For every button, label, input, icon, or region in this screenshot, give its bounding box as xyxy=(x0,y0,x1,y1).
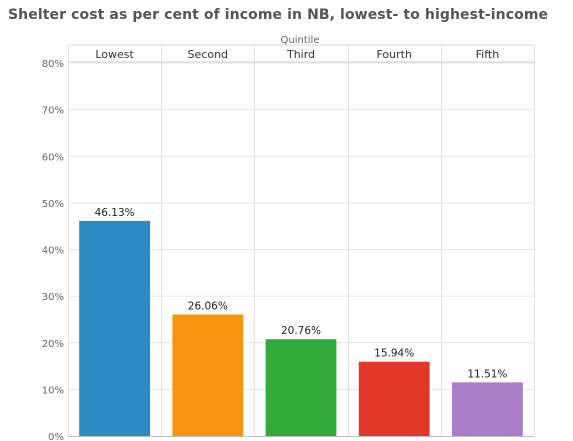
bar-fifth[interactable] xyxy=(451,382,523,436)
chart-title: Shelter cost as per cent of income in NB… xyxy=(8,7,549,23)
y-tick-label: 20% xyxy=(42,339,64,350)
bar-lowest[interactable] xyxy=(79,220,151,436)
y-tick-label: 0% xyxy=(48,432,64,441)
category-label: Fourth xyxy=(376,48,411,61)
y-tick-label: 70% xyxy=(42,106,64,117)
column-header: Quintile xyxy=(281,35,320,46)
y-tick-label: 30% xyxy=(42,292,64,303)
bar-third[interactable] xyxy=(265,339,337,436)
y-tick-label: 10% xyxy=(42,385,64,396)
bar-fourth[interactable] xyxy=(358,361,430,436)
category-label: Fifth xyxy=(476,48,500,61)
bar-second[interactable] xyxy=(172,314,244,436)
category-label: Third xyxy=(286,48,315,61)
category-label: Second xyxy=(188,48,228,61)
category-label: Lowest xyxy=(95,48,134,61)
y-tick-label: 40% xyxy=(42,246,64,257)
data-label: 46.13% xyxy=(95,207,135,219)
data-label: 15.94% xyxy=(374,348,414,360)
y-tick-label: 60% xyxy=(42,152,64,163)
data-label: 26.06% xyxy=(188,300,228,312)
data-label: 11.51% xyxy=(467,368,507,380)
data-label: 20.76% xyxy=(281,325,321,337)
y-tick-label: 80% xyxy=(42,59,64,70)
y-tick-label: 50% xyxy=(42,199,64,210)
